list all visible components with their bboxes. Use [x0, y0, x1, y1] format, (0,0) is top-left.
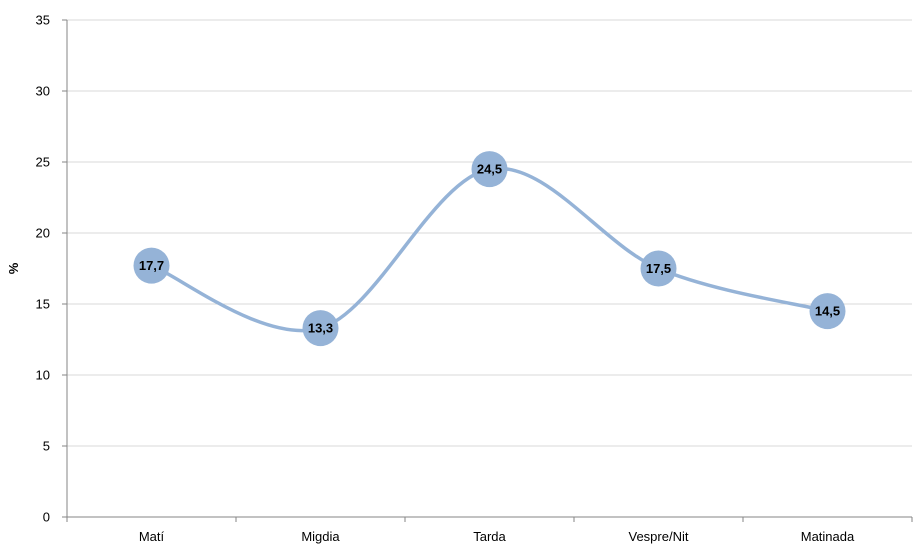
data-point — [809, 293, 846, 330]
y-tick-labels: 0 5 10 15 20 25 30 35 — [36, 13, 50, 525]
data-label: 17,7 — [139, 258, 164, 273]
data-label: 24,5 — [477, 162, 502, 177]
y-tick-label: 20 — [36, 226, 50, 241]
data-markers — [133, 151, 846, 347]
data-point — [302, 310, 339, 347]
y-tick-label: 0 — [43, 510, 50, 525]
y-tick-label: 25 — [36, 155, 50, 170]
x-tick-label: Vespre/Nit — [629, 529, 689, 544]
data-labels: 17,7 13,3 24,5 17,5 14,5 — [139, 162, 840, 336]
series-line — [149, 166, 830, 333]
x-tick-label: Matinada — [801, 529, 855, 544]
x-tick-label: Migdia — [301, 529, 340, 544]
axes — [62, 19, 913, 522]
y-axis-title: % — [6, 262, 21, 274]
y-tick-label: 5 — [43, 439, 50, 454]
data-label: 14,5 — [815, 304, 840, 319]
data-label: 17,5 — [646, 261, 671, 276]
x-tick-labels: Matí Migdia Tarda Vespre/Nit Matinada — [139, 529, 855, 544]
gridlines — [67, 19, 912, 447]
x-tick-label: Tarda — [473, 529, 506, 544]
data-label: 13,3 — [308, 321, 333, 336]
y-tick-label: 30 — [36, 84, 50, 99]
y-tick-label: 15 — [36, 297, 50, 312]
data-point — [640, 250, 677, 287]
y-tick-label: 35 — [36, 13, 50, 28]
data-point — [471, 151, 508, 188]
x-tick-label: Matí — [139, 529, 165, 544]
y-tick-label: 10 — [36, 368, 50, 383]
data-point — [133, 247, 170, 284]
